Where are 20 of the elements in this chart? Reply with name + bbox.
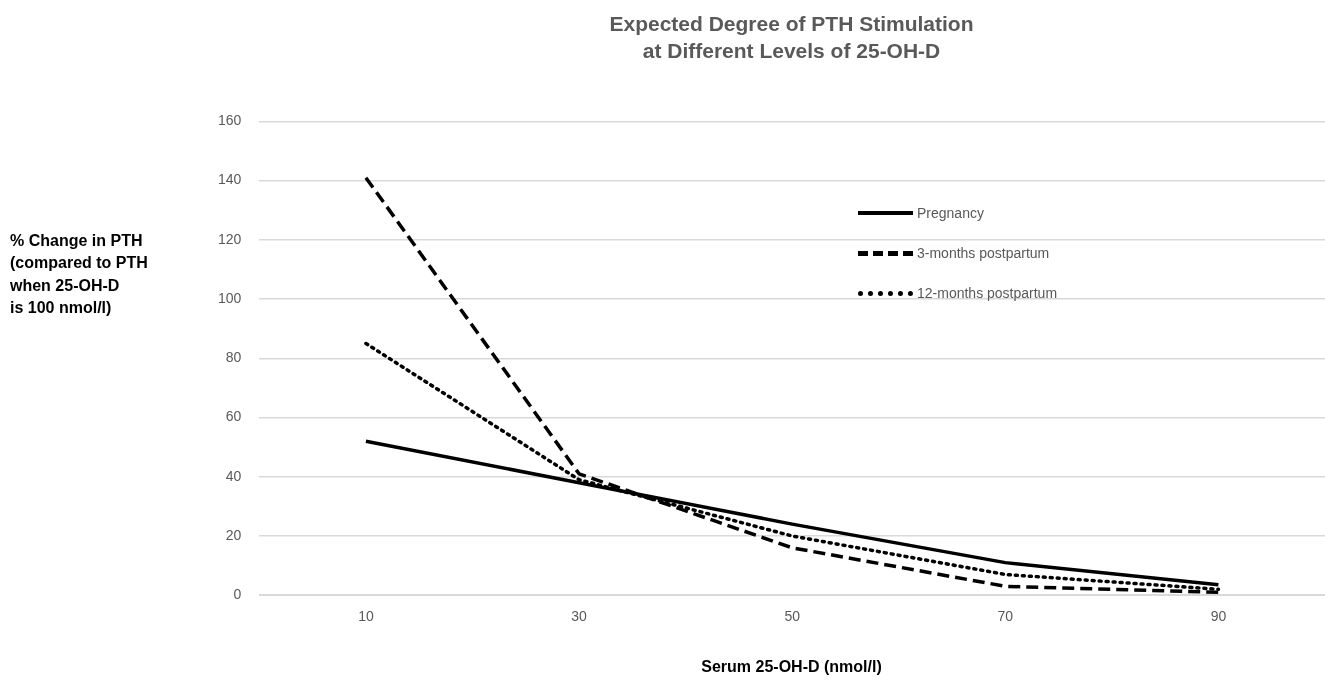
y-tick-label: 120 (218, 230, 242, 247)
x-tick-label: 50 (784, 608, 801, 625)
y-tick-label: 40 (225, 467, 242, 484)
y-axis-title: % Change in PTH (compared to PTH when 25-OH-D is 100 nmol/l) (10, 231, 148, 319)
x-tick-label: 30 (571, 608, 588, 625)
y-tick-label: 60 (225, 408, 242, 425)
y-tick-label: 140 (218, 171, 242, 188)
y-tick-label: 0 (233, 586, 242, 603)
legend-label: Pregnancy (917, 205, 984, 221)
y-tick-label: 80 (225, 349, 242, 366)
chart-title: Expected Degree of PTH Stimulation at Different Levels of 25-OH-D (608, 11, 975, 65)
y-tick-label: 160 (218, 112, 242, 129)
legend-label: 12-months postpartum (917, 285, 1058, 301)
y-tick-label: 100 (218, 289, 242, 306)
x-tick-label: 90 (1210, 608, 1227, 625)
x-tick-label: 70 (997, 608, 1014, 625)
legend-label: 3-months postpartum (917, 245, 1050, 261)
x-tick-label: 10 (358, 608, 374, 625)
x-axis-title: Serum 25-OH-D (nmol/l) (700, 658, 883, 676)
y-tick-label: 20 (225, 526, 242, 543)
